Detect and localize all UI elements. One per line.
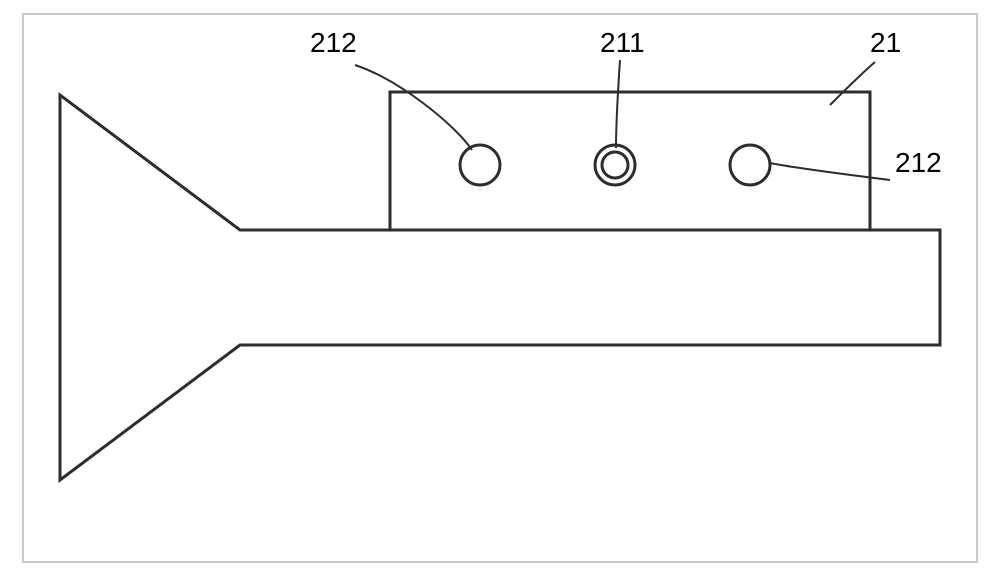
main-body-shape: [60, 95, 940, 480]
label-212-left: 212: [310, 27, 357, 59]
outer-frame: [23, 14, 977, 562]
label-212-left-text: 212: [310, 27, 357, 58]
technical-diagram: 212 211 21 212: [0, 0, 1000, 576]
hole-212-right: [730, 145, 770, 185]
label-211-text: 211: [600, 27, 645, 58]
label-21: 21: [870, 27, 901, 59]
component-box-21: [390, 92, 870, 230]
leader-line-211: [616, 60, 620, 148]
leader-line-212-left: [355, 65, 472, 150]
label-211: 211: [600, 27, 645, 59]
diagram-svg: [0, 0, 1000, 576]
label-212-right-text: 212: [895, 147, 942, 178]
hole-212-left: [460, 145, 500, 185]
leader-line-21: [830, 62, 875, 105]
hole-211-inner: [602, 152, 628, 178]
label-21-text: 21: [870, 27, 901, 58]
leader-line-212-right: [770, 163, 890, 180]
label-212-right: 212: [895, 147, 942, 179]
